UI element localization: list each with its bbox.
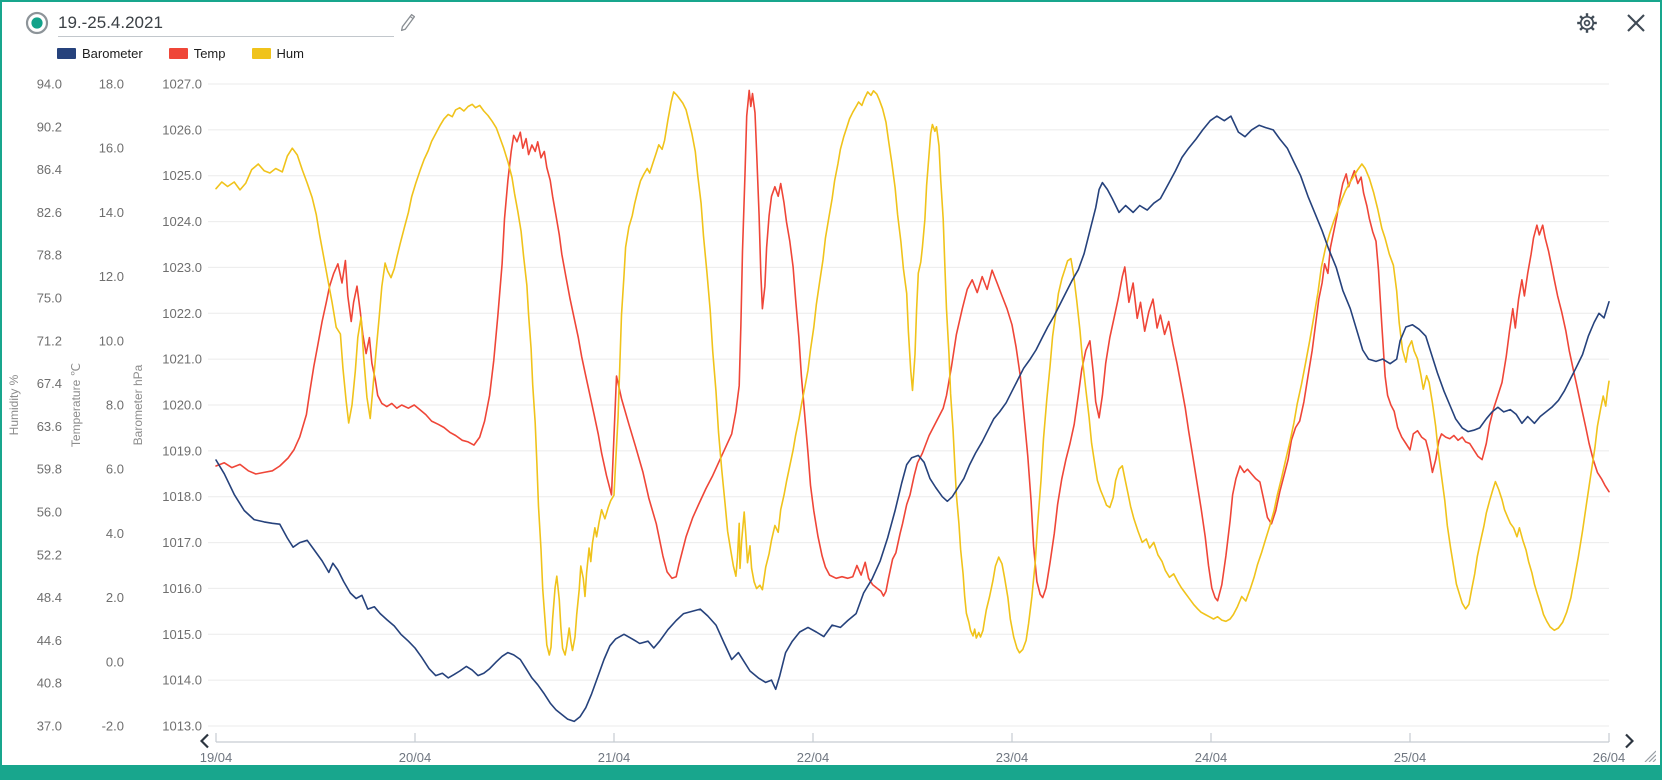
x-tick-label: 25/04 [1394, 750, 1427, 765]
humidity-tick-label: 40.8 [37, 676, 62, 691]
close-icon[interactable] [1623, 10, 1649, 36]
temperature-tick-label: 10.0 [99, 333, 124, 348]
x-tick-label: 21/04 [598, 750, 631, 765]
legend-item-temp[interactable]: Temp [168, 46, 226, 61]
scroll-left-button[interactable] [196, 733, 214, 751]
humidity-tick-label: 52.2 [37, 547, 62, 562]
humidity-tick-label: 82.6 [37, 205, 62, 220]
humidity-tick-label: 94.0 [37, 77, 62, 92]
temperature-tick-label: 12.0 [99, 269, 124, 284]
legend-label: Temp [193, 46, 226, 61]
temperature-tick-label: 14.0 [99, 205, 124, 220]
x-tick-label: 20/04 [399, 750, 432, 765]
temperature-tick-label: 16.0 [99, 141, 124, 156]
barometer-tick-label: 1020.0 [162, 398, 202, 413]
barometer-tick-label: 1022.0 [162, 306, 202, 321]
humidity-tick-label: 56.0 [37, 505, 62, 520]
legend-label: Hum [276, 46, 304, 61]
temperature-tick-label: 8.0 [106, 398, 124, 413]
humidity-tick-label: 75.0 [37, 291, 62, 306]
barometer-tick-label: 1015.0 [162, 627, 202, 642]
legend: Barometer Temp Hum [57, 46, 304, 61]
bottom-accent-bar [2, 765, 1660, 778]
temp-swatch [168, 48, 188, 59]
barometer-tick-label: 1025.0 [162, 168, 202, 183]
barometer-tick-label: 1017.0 [162, 535, 202, 550]
temperature-tick-label: -2.0 [102, 719, 124, 734]
humidity-tick-label: 44.6 [37, 633, 62, 648]
x-tick-label: 24/04 [1195, 750, 1228, 765]
hum-swatch [251, 48, 271, 59]
series-line-temp [215, 89, 1610, 602]
temperature-tick-label: 4.0 [106, 526, 124, 541]
x-tick-label: 22/04 [797, 750, 830, 765]
humidity-tick-label: 67.4 [37, 376, 62, 391]
scroll-right-button[interactable] [1620, 733, 1638, 751]
humidity-tick-label: 71.2 [37, 333, 62, 348]
barometer-tick-label: 1018.0 [162, 489, 202, 504]
barometer-tick-label: 1016.0 [162, 581, 202, 596]
record-icon[interactable] [25, 11, 49, 35]
title-input[interactable] [58, 10, 394, 37]
x-tick-label: 26/04 [1593, 750, 1626, 765]
temperature-axis-title: Temperature ℃ [69, 363, 83, 447]
barometer-tick-label: 1026.0 [162, 122, 202, 137]
barometer-tick-label: 1014.0 [162, 673, 202, 688]
humidity-axis-title: Humidity % [7, 374, 21, 435]
temperature-tick-label: 18.0 [99, 77, 124, 92]
legend-item-hum[interactable]: Hum [251, 46, 304, 61]
series-line-barometer [215, 115, 1610, 723]
barometer-tick-label: 1027.0 [162, 77, 202, 92]
humidity-tick-label: 37.0 [37, 719, 62, 734]
humidity-tick-label: 86.4 [37, 162, 62, 177]
barometer-tick-label: 1019.0 [162, 443, 202, 458]
temperature-tick-label: 6.0 [106, 462, 124, 477]
barometer-swatch [57, 48, 76, 59]
legend-label: Barometer [82, 46, 143, 61]
barometer-tick-label: 1013.0 [162, 719, 202, 734]
edit-pencil-icon[interactable] [399, 13, 417, 33]
humidity-tick-label: 48.4 [37, 590, 62, 605]
barometer-axis-title: Barometer hPa [131, 364, 145, 445]
settings-gear-icon[interactable] [1574, 10, 1600, 36]
humidity-tick-label: 59.8 [37, 462, 62, 477]
resize-handle-icon[interactable] [1642, 748, 1656, 762]
legend-item-barometer[interactable]: Barometer [57, 46, 143, 61]
temperature-tick-label: 0.0 [106, 654, 124, 669]
temperature-tick-label: 2.0 [106, 590, 124, 605]
barometer-tick-label: 1023.0 [162, 260, 202, 275]
humidity-tick-label: 90.2 [37, 119, 62, 134]
humidity-tick-label: 63.6 [37, 419, 62, 434]
x-tick-label: 23/04 [996, 750, 1029, 765]
series-line-hum [215, 90, 1610, 656]
barometer-tick-label: 1024.0 [162, 214, 202, 229]
humidity-tick-label: 78.8 [37, 248, 62, 263]
barometer-tick-label: 1021.0 [162, 352, 202, 367]
x-tick-label: 19/04 [200, 750, 233, 765]
